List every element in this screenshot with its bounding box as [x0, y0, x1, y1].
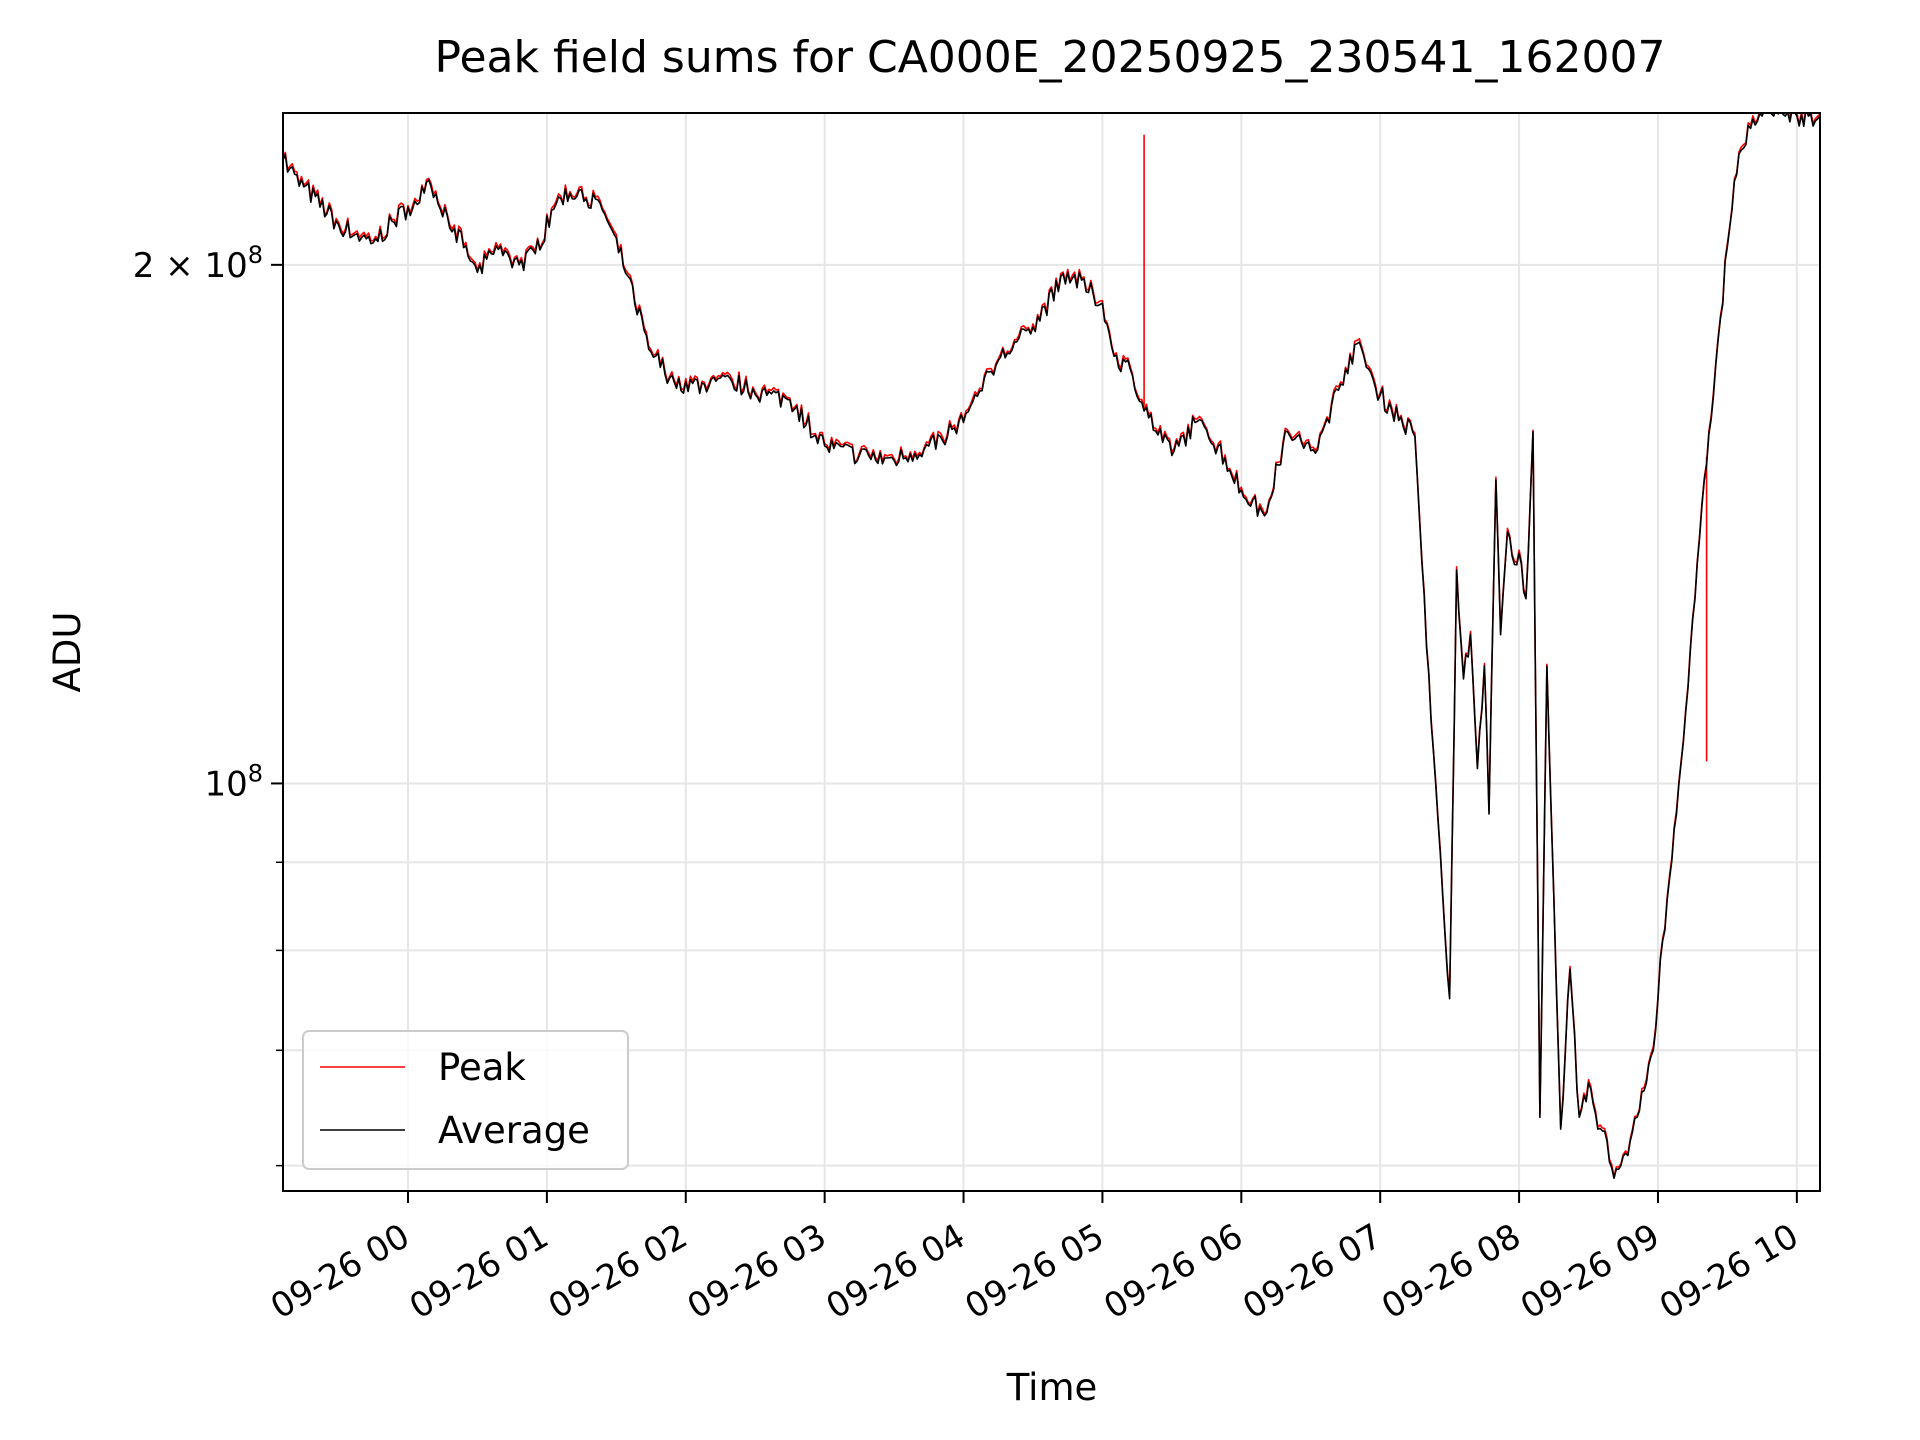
- y-axis-label: ADU: [46, 612, 89, 693]
- x-axis-label: Time: [1006, 1366, 1098, 1409]
- legend: Peak Average: [302, 1030, 629, 1170]
- legend-box: [302, 1030, 629, 1170]
- y-axis: 2 × 108 108: [133, 241, 283, 1167]
- grid: [283, 113, 1820, 1191]
- y-tick-label: 2 × 108: [133, 241, 263, 286]
- plot-frame: [282, 112, 1821, 1192]
- legend-label-peak: Peak: [438, 1046, 526, 1089]
- y-tick-label: 108: [204, 759, 263, 804]
- chart-title: Peak field sums for CA000E_20250925_2305…: [435, 32, 1666, 83]
- legend-label-average: Average: [438, 1109, 590, 1152]
- peak-spikes: [1143, 134, 1708, 762]
- series-line-average: [283, 113, 1820, 1179]
